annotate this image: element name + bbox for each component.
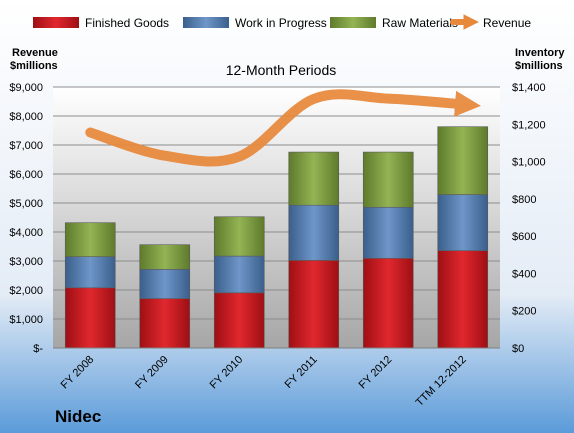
bar-finished-goods: [288, 260, 340, 349]
bar-finished-goods: [437, 250, 489, 349]
bar-finished-goods: [362, 258, 414, 349]
bar-raw-materials: [64, 222, 116, 257]
right-axis-title-line1: Inventory: [515, 47, 565, 59]
bar-finished-goods: [64, 287, 116, 349]
right-axis-tick-label: $1,200: [512, 119, 546, 131]
legend-swatch-finished-goods: [33, 17, 79, 28]
left-axis-tick-label: $6,000: [9, 169, 43, 181]
bar-work-in-progress: [362, 206, 414, 259]
right-axis-title-line2: $millions: [515, 60, 563, 72]
right-axis-tick-label: $800: [512, 194, 536, 206]
right-axis-tick-label: $600: [512, 231, 536, 243]
left-axis-tick-label: $9,000: [9, 82, 43, 94]
legend-label-work-in-progress: Work in Progress: [235, 16, 327, 30]
left-axis-tick-label: $2,000: [9, 285, 43, 297]
bar-finished-goods: [213, 292, 265, 349]
bar-raw-materials: [288, 151, 340, 206]
chart-title: 12-Month Periods: [226, 62, 337, 78]
company-name: Nidec: [55, 407, 101, 426]
right-axis-tick-label: $200: [512, 306, 536, 318]
left-axis-title-line1: Revenue: [12, 47, 58, 59]
left-axis-tick-label: $8,000: [9, 111, 43, 123]
left-axis-tick-label: $4,000: [9, 227, 43, 239]
left-axis-tick-label: $5,000: [9, 198, 43, 210]
revenue-line-group: [85, 89, 481, 167]
left-axis-ticks: $- $1,000 $2,000 $3,000 $4,000 $5,000 $6,000 $7…: [9, 82, 43, 355]
bar-work-in-progress: [288, 204, 340, 261]
gridlines: [53, 86, 500, 320]
left-axis-tick-label: $3,000: [9, 256, 43, 268]
right-axis-tick-label: $0: [512, 343, 524, 355]
right-axis-tick-label: $1,400: [512, 82, 546, 94]
right-axis-tick-label: $1,000: [512, 157, 546, 169]
bar-work-in-progress: [64, 256, 116, 289]
bars: [64, 126, 489, 349]
left-axis-title-line2: $millions: [10, 60, 58, 72]
left-axis-tick-label: $7,000: [9, 140, 43, 152]
right-axis-tick-label: $400: [512, 268, 536, 280]
right-axis-ticks: $0 $200 $400 $600 $800 $1,000 $1,200 $1,400: [512, 82, 546, 355]
legend-label-finished-goods: Finished Goods: [85, 16, 169, 30]
legend: Finished Goods Work in Progress Raw Mate…: [33, 14, 531, 30]
bar-raw-materials: [139, 244, 191, 270]
bar-work-in-progress: [213, 255, 265, 294]
left-axis-tick-label: $1,000: [9, 314, 43, 326]
bar-finished-goods: [139, 298, 191, 349]
bar-work-in-progress: [437, 194, 489, 251]
bar-work-in-progress: [139, 269, 191, 299]
legend-swatch-raw-materials: [330, 17, 376, 28]
legend-label-revenue: Revenue: [483, 16, 531, 30]
bar-raw-materials: [362, 151, 414, 208]
legend-swatch-work-in-progress: [183, 17, 229, 28]
bar-raw-materials: [213, 216, 265, 257]
revenue-line: [85, 89, 481, 167]
legend-label-raw-materials: Raw Materials: [382, 16, 458, 30]
left-axis-tick-label: $-: [33, 343, 43, 355]
bar-raw-materials: [437, 126, 489, 195]
